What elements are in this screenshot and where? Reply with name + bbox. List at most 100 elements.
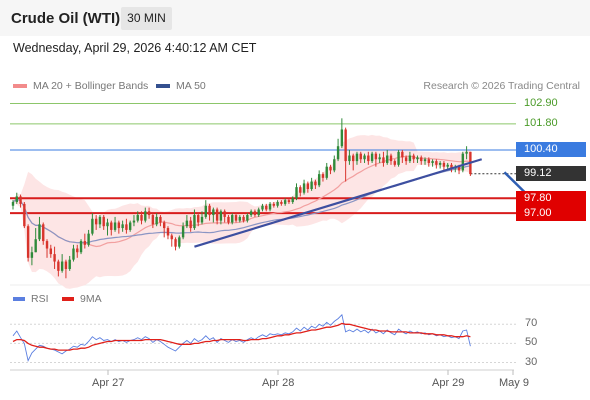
- x-tick-label: Apr 28: [262, 377, 295, 389]
- candle-body: [64, 261, 68, 269]
- candle-body: [234, 215, 238, 221]
- candle-body: [367, 155, 370, 162]
- candle-body: [465, 151, 468, 154]
- candle-body: [215, 209, 219, 221]
- trendline: [194, 158, 483, 248]
- candle-body: [333, 159, 336, 171]
- candle-body: [72, 248, 75, 260]
- candle-body: [283, 200, 287, 204]
- candle-body: [57, 261, 60, 271]
- candle-body: [197, 215, 200, 223]
- candle-body: [15, 196, 18, 203]
- candle-body: [397, 151, 400, 165]
- rsi-series-9ma: [12, 322, 471, 351]
- candle-body: [166, 228, 170, 236]
- candle-body: [268, 203, 272, 210]
- candle-body: [344, 129, 347, 162]
- candle-body: [378, 157, 381, 160]
- candle-body: [321, 174, 325, 178]
- bollinger-band-area: [13, 134, 471, 289]
- candle-body: [386, 155, 389, 163]
- price-label-resistance: 102.90: [524, 96, 558, 109]
- candle-body: [151, 215, 155, 225]
- candle-body: [23, 203, 26, 227]
- price-level-lines: [10, 102, 516, 215]
- legend-9ma: 9MA: [62, 293, 102, 305]
- candle-body: [60, 261, 64, 271]
- rsi-panel: [10, 313, 516, 363]
- candle-body: [174, 239, 177, 247]
- candle-body: [431, 161, 434, 163]
- candle-body: [272, 203, 276, 206]
- candle-body: [412, 155, 415, 160]
- candle-body: [265, 205, 268, 210]
- candle-body: [212, 209, 215, 216]
- candle-body: [110, 222, 113, 230]
- rsi-level-label: 70: [525, 317, 538, 330]
- candle-body: [370, 153, 374, 162]
- price-label-pivot: 100.40: [516, 142, 586, 158]
- x-tick-label: May 9: [499, 377, 529, 389]
- price-label-last: 99.12: [516, 166, 586, 182]
- candle-body: [329, 166, 332, 171]
- candle-body: [155, 216, 158, 225]
- candle-body: [261, 205, 264, 210]
- candle-body: [238, 216, 241, 221]
- candlesticks: [11, 118, 472, 279]
- x-tick-label: Apr 27: [92, 377, 125, 389]
- candle-body: [291, 198, 294, 203]
- rsi-level-label: 50: [525, 336, 538, 349]
- candle-body: [121, 224, 124, 229]
- candle-body: [170, 235, 173, 240]
- candle-body: [159, 216, 162, 223]
- candle-body: [404, 157, 408, 162]
- legend-ma50-label: MA 50: [176, 80, 206, 92]
- x-tick-label: Apr 29: [432, 377, 465, 389]
- candle-body: [438, 162, 442, 165]
- candle-body: [302, 183, 306, 193]
- candle-body: [26, 226, 30, 258]
- candle-body: [401, 151, 404, 158]
- candle-body: [325, 166, 328, 178]
- candle-body: [223, 211, 226, 217]
- candle-body: [140, 215, 143, 221]
- candle-body: [94, 218, 98, 225]
- candle-body: [219, 211, 223, 221]
- instrument-title: Crude Oil (WTI): [11, 10, 121, 27]
- candle-body: [106, 222, 109, 227]
- candle-body: [185, 220, 189, 227]
- source-credit: Research © 2026 Trading Central: [423, 80, 580, 92]
- candle-body: [336, 146, 340, 160]
- time-axis: [107, 370, 514, 375]
- candle-body: [348, 155, 351, 162]
- candle-body: [76, 248, 79, 253]
- legend-9ma-label: 9MA: [80, 293, 102, 305]
- legend-ma20-swatch: [13, 84, 27, 89]
- legend-ma50: MA 50: [156, 80, 206, 92]
- candle-body: [147, 211, 151, 216]
- timeframe-badge[interactable]: 30 MIN: [121, 7, 172, 30]
- candle-body: [102, 216, 105, 227]
- legend-ma50-swatch: [156, 84, 170, 89]
- candle-body: [68, 259, 71, 269]
- candle-body: [355, 153, 359, 162]
- candle-body: [144, 211, 147, 221]
- candle-body: [435, 161, 438, 165]
- legend-rsi-swatch: [13, 297, 25, 302]
- grid-layer: [10, 284, 590, 371]
- candle-body: [408, 155, 412, 162]
- candle-body: [178, 237, 181, 247]
- candle-body: [204, 205, 207, 217]
- candle-body: [314, 181, 317, 186]
- candle-body: [200, 216, 204, 223]
- candle-body: [42, 224, 45, 242]
- candle-body: [53, 254, 56, 262]
- candle-body: [423, 159, 427, 162]
- candle-body: [30, 252, 34, 258]
- candle-body: [306, 183, 310, 189]
- candle-body: [208, 205, 211, 216]
- candle-body: [34, 239, 37, 253]
- candle-body: [374, 153, 378, 160]
